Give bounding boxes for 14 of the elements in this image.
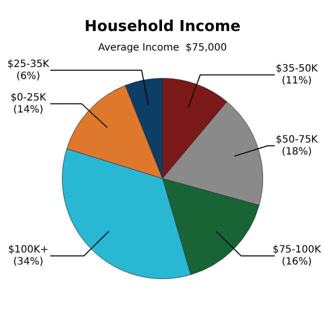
slice-label: $35-50K xyxy=(276,63,318,74)
chart-subtitle: Average Income $75,000 xyxy=(98,42,227,54)
slice-label: $50-75K xyxy=(276,134,318,146)
data-label: (18%) xyxy=(282,146,312,158)
slice-label: $25-35K xyxy=(7,58,50,70)
slice-label: $100K+ xyxy=(8,244,48,256)
data-label: (16%) xyxy=(282,256,312,268)
chart-title: Household Income xyxy=(84,16,240,35)
data-label: (14%) xyxy=(13,104,44,116)
slice-label: $75-100K xyxy=(272,244,322,256)
data-label: (34%) xyxy=(13,256,44,268)
data-label: (11%) xyxy=(282,75,312,86)
data-label: (6%) xyxy=(16,70,40,82)
slice-label: $0-25K xyxy=(10,92,46,104)
